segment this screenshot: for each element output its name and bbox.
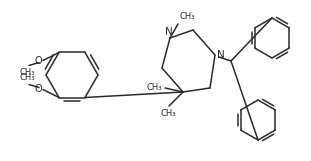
Text: CH₃: CH₃ xyxy=(19,68,35,77)
Text: N: N xyxy=(165,27,173,37)
Text: N: N xyxy=(217,50,225,60)
Text: CH₃: CH₃ xyxy=(180,12,196,21)
Text: CH₃: CH₃ xyxy=(160,109,176,118)
Text: CH₃: CH₃ xyxy=(146,82,162,91)
Text: O: O xyxy=(34,84,42,94)
Text: CH₃: CH₃ xyxy=(19,72,35,81)
Text: O: O xyxy=(34,57,42,66)
